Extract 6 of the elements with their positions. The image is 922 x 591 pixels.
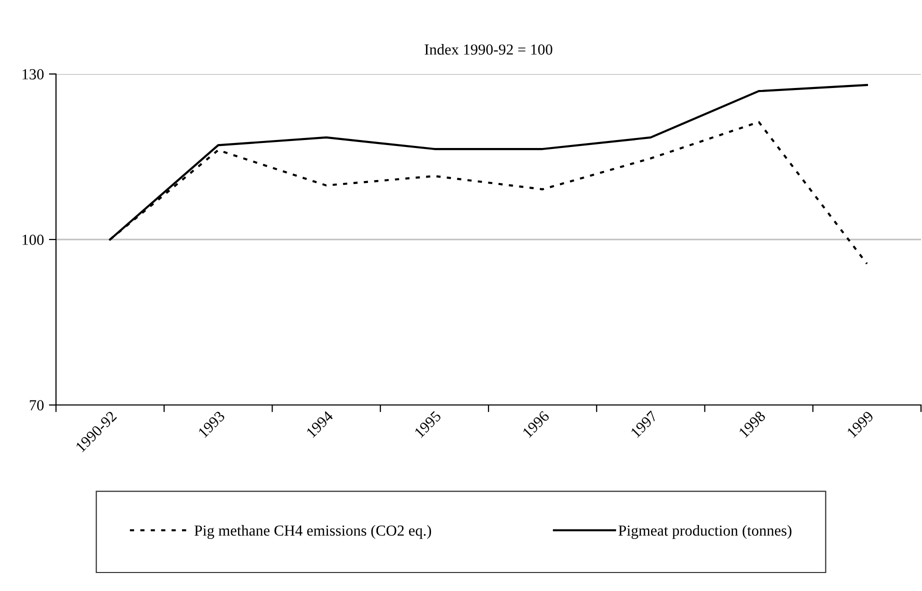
legend-label: Pigmeat production (tonnes) xyxy=(618,525,792,539)
y-tick-label: 100 xyxy=(22,234,44,245)
y-tick-label: 130 xyxy=(22,69,44,80)
chart-title: Index 1990-92 = 100 xyxy=(424,44,552,55)
legend-label: Pig methane CH4 emissions (CO2 eq.) xyxy=(194,525,432,539)
y-tick-label: 70 xyxy=(30,400,44,410)
